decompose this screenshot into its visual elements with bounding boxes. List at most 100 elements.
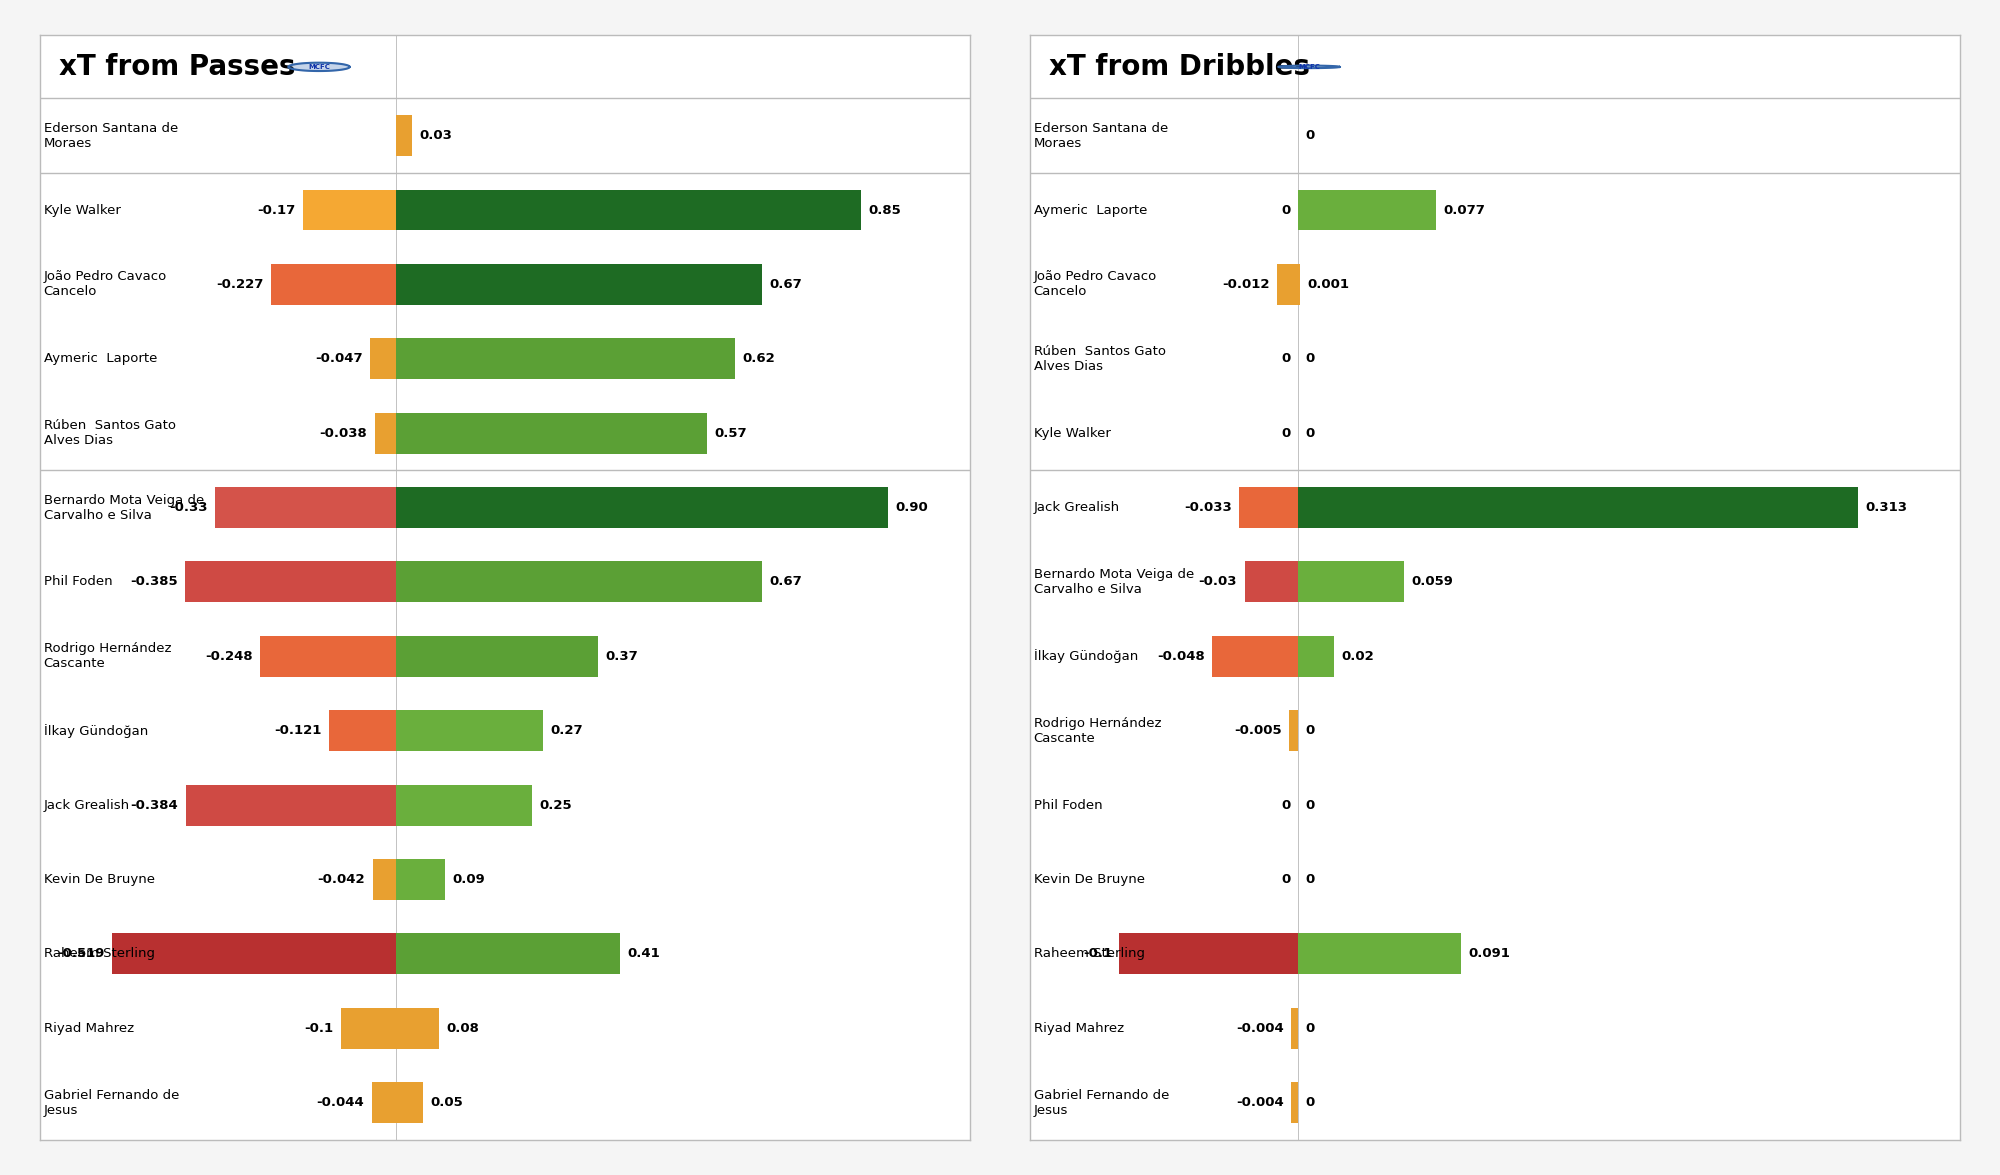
Text: -0.248: -0.248 xyxy=(204,650,252,663)
Bar xyxy=(1240,488,1298,528)
Bar xyxy=(396,189,860,230)
Text: 0: 0 xyxy=(1306,427,1314,439)
Text: João Pedro Cavaco
Cancelo: João Pedro Cavaco Cancelo xyxy=(1034,270,1156,298)
Text: 0.67: 0.67 xyxy=(770,278,802,291)
Text: Raheem Sterling: Raheem Sterling xyxy=(44,947,154,960)
Bar xyxy=(112,933,396,974)
Text: 0.077: 0.077 xyxy=(1444,203,1486,216)
Text: Kyle Walker: Kyle Walker xyxy=(1034,427,1110,439)
Bar xyxy=(1276,264,1298,304)
Text: 0.57: 0.57 xyxy=(714,427,748,439)
Bar xyxy=(184,562,396,603)
Text: 0: 0 xyxy=(1306,129,1314,142)
Text: 0.313: 0.313 xyxy=(1866,501,1908,513)
Text: 0.62: 0.62 xyxy=(742,352,774,365)
Text: 0.08: 0.08 xyxy=(446,1022,480,1035)
Text: Ederson Santana de
Moraes: Ederson Santana de Moraes xyxy=(1034,122,1168,149)
Bar xyxy=(1298,636,1334,677)
Text: 0.09: 0.09 xyxy=(452,873,486,886)
Text: 0.41: 0.41 xyxy=(628,947,660,960)
Text: -0.121: -0.121 xyxy=(274,724,322,737)
Text: Kyle Walker: Kyle Walker xyxy=(44,203,120,216)
Text: Kevin De Bruyne: Kevin De Bruyne xyxy=(1034,873,1144,886)
Text: -0.048: -0.048 xyxy=(1158,650,1204,663)
Text: 0.85: 0.85 xyxy=(868,203,900,216)
Text: -0.03: -0.03 xyxy=(1198,576,1238,589)
Text: -0.012: -0.012 xyxy=(1222,278,1270,291)
Text: Bernardo Mota Veiga de
Carvalho e Silva: Bernardo Mota Veiga de Carvalho e Silva xyxy=(44,494,204,522)
Text: 0.25: 0.25 xyxy=(540,799,572,812)
Bar xyxy=(186,785,396,826)
Text: 0: 0 xyxy=(1306,873,1314,886)
Bar xyxy=(302,189,396,230)
Bar xyxy=(1292,1008,1298,1048)
Text: -0.519: -0.519 xyxy=(56,947,104,960)
Bar xyxy=(1298,562,1404,603)
Text: 0.27: 0.27 xyxy=(550,724,584,737)
Polygon shape xyxy=(1278,66,1340,68)
Bar xyxy=(216,488,396,528)
Text: Aymeric  Laporte: Aymeric Laporte xyxy=(1034,203,1148,216)
Text: Phil Foden: Phil Foden xyxy=(44,576,112,589)
Text: Rodrigo Hernández
Cascante: Rodrigo Hernández Cascante xyxy=(1034,717,1162,745)
Text: -0.1: -0.1 xyxy=(1082,947,1112,960)
Text: MCFC: MCFC xyxy=(1298,63,1320,69)
Text: 0: 0 xyxy=(1306,352,1314,365)
Bar xyxy=(396,488,888,528)
Bar xyxy=(396,562,762,603)
Polygon shape xyxy=(288,62,350,70)
Bar xyxy=(396,412,708,454)
Text: -0.038: -0.038 xyxy=(320,427,368,439)
Text: xT from Passes: xT from Passes xyxy=(58,53,296,81)
Text: 0: 0 xyxy=(1282,352,1290,365)
Bar xyxy=(1292,1082,1298,1123)
Text: 0.001: 0.001 xyxy=(1308,278,1350,291)
Text: 0.05: 0.05 xyxy=(430,1096,464,1109)
Text: 0: 0 xyxy=(1306,724,1314,737)
Bar xyxy=(1298,933,1462,974)
Bar xyxy=(1212,636,1298,677)
Text: -0.047: -0.047 xyxy=(314,352,362,365)
Text: Bernardo Mota Veiga de
Carvalho e Silva: Bernardo Mota Veiga de Carvalho e Silva xyxy=(1034,568,1194,596)
Text: 0.059: 0.059 xyxy=(1412,576,1454,589)
Text: 0.37: 0.37 xyxy=(606,650,638,663)
Text: João Pedro Cavaco
Cancelo: João Pedro Cavaco Cancelo xyxy=(44,270,166,298)
Bar xyxy=(1298,488,1858,528)
Text: -0.1: -0.1 xyxy=(304,1022,334,1035)
Bar xyxy=(372,1082,396,1123)
Text: 0: 0 xyxy=(1282,427,1290,439)
Text: Gabriel Fernando de
Jesus: Gabriel Fernando de Jesus xyxy=(44,1088,180,1116)
Text: -0.004: -0.004 xyxy=(1236,1022,1284,1035)
Text: 0: 0 xyxy=(1306,799,1314,812)
Text: Riyad Mahrez: Riyad Mahrez xyxy=(44,1022,134,1035)
Text: Aymeric  Laporte: Aymeric Laporte xyxy=(44,352,158,365)
Text: -0.33: -0.33 xyxy=(170,501,208,513)
Text: Phil Foden: Phil Foden xyxy=(1034,799,1102,812)
Text: -0.385: -0.385 xyxy=(130,576,178,589)
Text: Jack Grealish: Jack Grealish xyxy=(44,799,130,812)
Text: -0.17: -0.17 xyxy=(256,203,296,216)
Text: İlkay Gündoğan: İlkay Gündoğan xyxy=(1034,650,1138,663)
Bar xyxy=(396,1082,422,1123)
Bar xyxy=(396,785,532,826)
Bar xyxy=(396,933,620,974)
Text: 0.90: 0.90 xyxy=(896,501,928,513)
Bar xyxy=(1244,562,1298,603)
Text: -0.033: -0.033 xyxy=(1184,501,1232,513)
Bar xyxy=(372,859,396,900)
Bar xyxy=(396,636,598,677)
Text: -0.227: -0.227 xyxy=(216,278,264,291)
Bar xyxy=(340,1008,396,1048)
Text: Rúben  Santos Gato
Alves Dias: Rúben Santos Gato Alves Dias xyxy=(44,419,176,448)
Text: İlkay Gündoğan: İlkay Gündoğan xyxy=(44,724,148,738)
Text: MCFC: MCFC xyxy=(308,63,330,69)
Bar xyxy=(260,636,396,677)
Text: -0.005: -0.005 xyxy=(1234,724,1282,737)
Bar xyxy=(374,412,396,454)
Bar xyxy=(396,710,544,751)
Text: -0.384: -0.384 xyxy=(130,799,178,812)
Text: -0.044: -0.044 xyxy=(316,1096,364,1109)
Bar xyxy=(370,338,396,380)
Text: -0.004: -0.004 xyxy=(1236,1096,1284,1109)
Text: 0.67: 0.67 xyxy=(770,576,802,589)
